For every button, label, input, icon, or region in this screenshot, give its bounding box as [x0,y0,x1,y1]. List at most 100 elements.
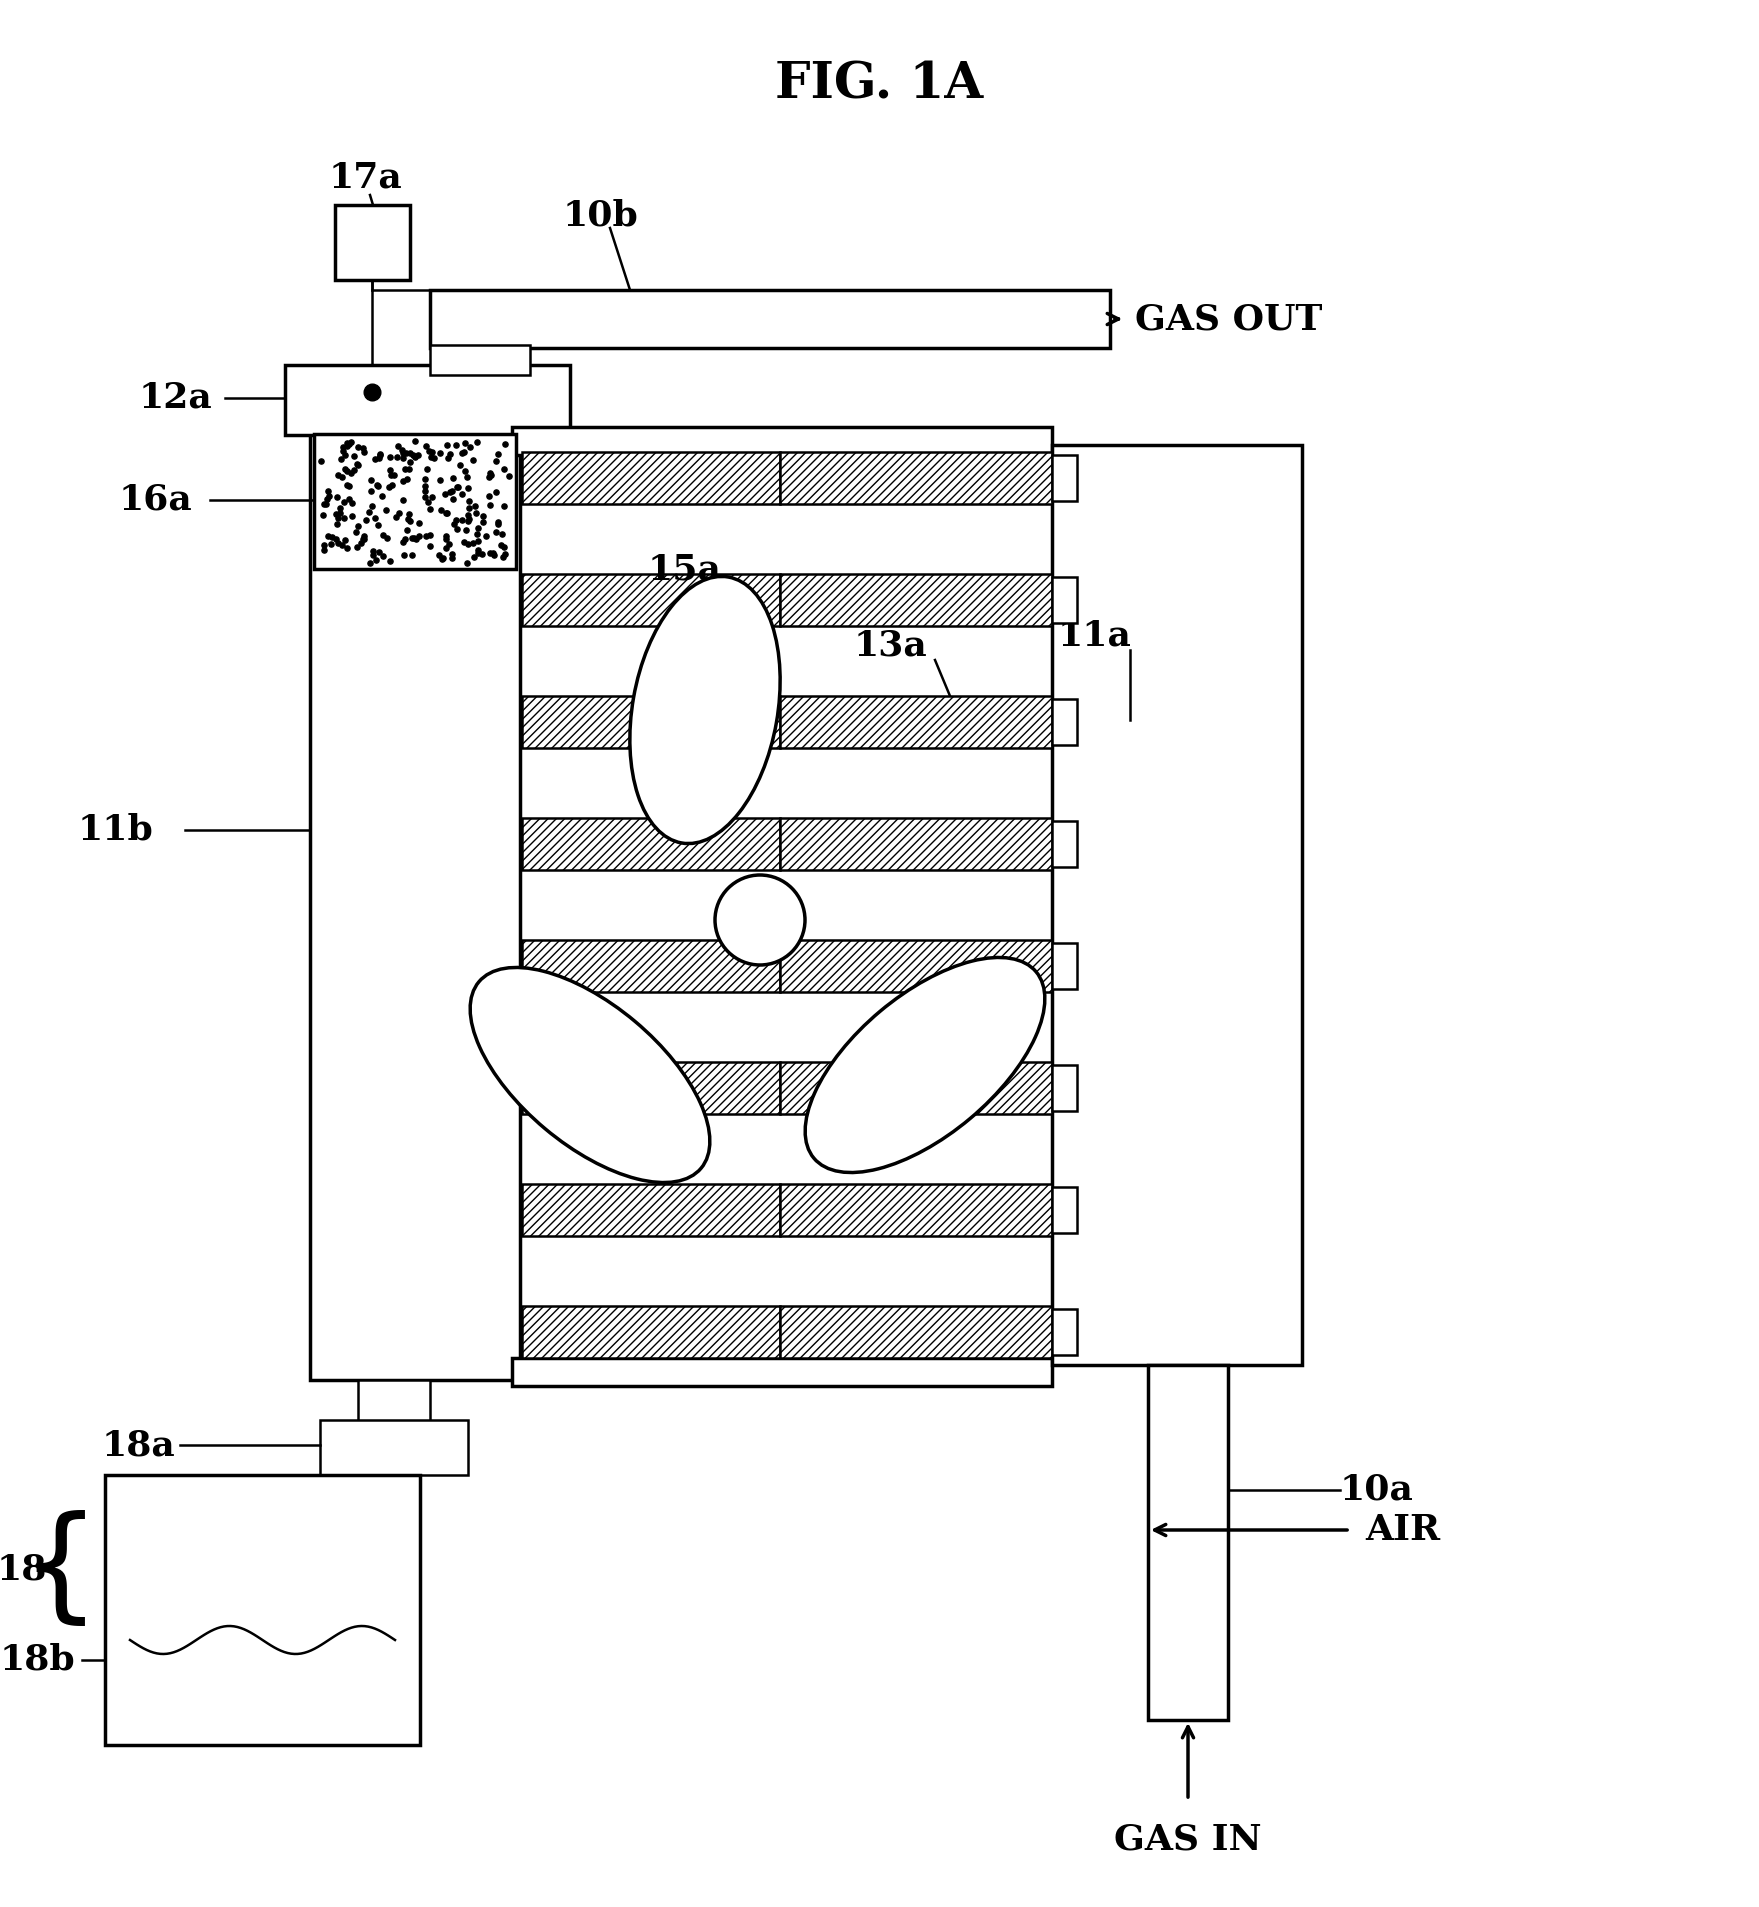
Bar [315,435,515,568]
Point [454,528,482,559]
Point [380,460,408,490]
Bar [512,1358,1052,1386]
Point [454,461,482,492]
Point [456,503,484,534]
Bar [429,290,1110,347]
Point [331,503,359,534]
Point [436,439,464,469]
Bar [359,1381,429,1455]
Bar [522,452,779,503]
Point [475,481,503,511]
Point [463,498,491,528]
Text: {: { [19,1510,100,1630]
Point [357,490,385,521]
Bar [334,204,410,280]
Point [350,521,378,551]
Point [442,429,470,460]
Point [417,521,445,551]
Point [433,498,461,528]
Bar [522,1062,779,1114]
Point [322,509,350,540]
Point [357,465,385,496]
Point [489,542,517,572]
Point [361,444,389,475]
Point [385,498,413,528]
Point [494,461,522,492]
Bar [285,364,570,435]
Bar [779,452,1052,503]
Bar [522,1184,779,1236]
Text: 15a: 15a [647,553,721,587]
Point [315,475,343,505]
Point [443,515,471,545]
Point [468,500,496,530]
Bar [1149,1365,1228,1720]
Point [431,523,459,553]
Point [348,524,376,555]
Bar [779,940,1052,992]
Bar [1052,822,1077,868]
Point [389,442,417,473]
Point [426,465,454,496]
Point [480,540,508,570]
Point [383,441,412,471]
Point [396,439,424,469]
Bar [1052,1308,1077,1356]
Point [427,543,456,574]
Point [394,503,422,534]
Point [433,431,461,461]
Point [470,505,498,536]
Point [378,469,406,500]
Ellipse shape [806,957,1045,1173]
Point [456,431,484,461]
Point [482,446,510,477]
Point [491,429,519,460]
Text: 11a: 11a [1059,618,1133,652]
Point [343,532,371,563]
Point [405,441,433,471]
Point [454,484,482,515]
Point [463,519,491,549]
Point [341,517,369,547]
Bar [429,345,529,376]
Point [366,439,394,469]
Point [413,486,442,517]
Point [382,502,410,532]
Point [343,450,371,481]
Bar [1052,444,1302,1365]
Point [332,532,361,563]
Point [376,456,405,486]
Point [390,454,419,484]
Point [334,484,362,515]
Ellipse shape [630,576,781,843]
Point [431,479,459,509]
Point [449,479,477,509]
Point [433,498,461,528]
Point [308,500,336,530]
Circle shape [714,875,806,965]
Point [412,482,440,513]
Point [440,484,468,515]
Text: AIR: AIR [1365,1512,1441,1547]
Text: 13a: 13a [853,627,927,662]
Point [434,442,463,473]
Point [310,488,338,519]
Point [338,500,366,530]
Text: 11b: 11b [77,812,153,847]
Point [332,469,361,500]
Point [334,456,362,486]
Point [368,481,396,511]
Point [364,536,392,566]
Point [325,498,354,528]
Point [454,505,482,536]
Point [464,536,493,566]
Point [329,486,357,517]
Point [449,439,477,469]
Point [461,490,489,521]
Point [438,540,466,570]
Point [452,515,480,545]
Point [327,492,355,523]
Bar [779,1184,1052,1236]
Point [440,463,468,494]
Point [438,542,466,572]
